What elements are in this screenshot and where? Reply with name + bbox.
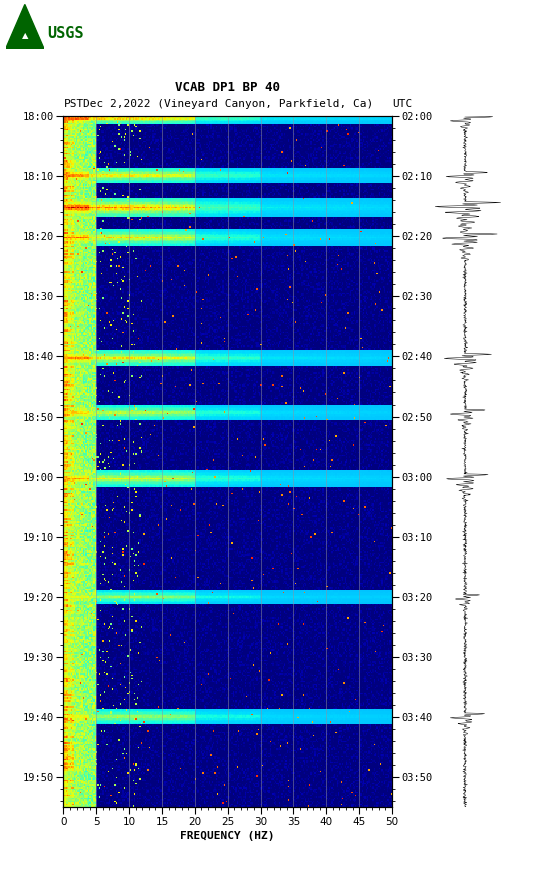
Text: UTC: UTC — [392, 99, 412, 109]
Text: USGS: USGS — [47, 27, 83, 41]
Text: VCAB DP1 BP 40: VCAB DP1 BP 40 — [176, 80, 280, 94]
Text: ▲: ▲ — [22, 31, 28, 40]
Text: PST: PST — [63, 99, 84, 109]
Polygon shape — [6, 4, 44, 49]
Text: Dec 2,2022 (Vineyard Canyon, Parkfield, Ca): Dec 2,2022 (Vineyard Canyon, Parkfield, … — [83, 99, 373, 109]
X-axis label: FREQUENCY (HZ): FREQUENCY (HZ) — [181, 831, 275, 841]
